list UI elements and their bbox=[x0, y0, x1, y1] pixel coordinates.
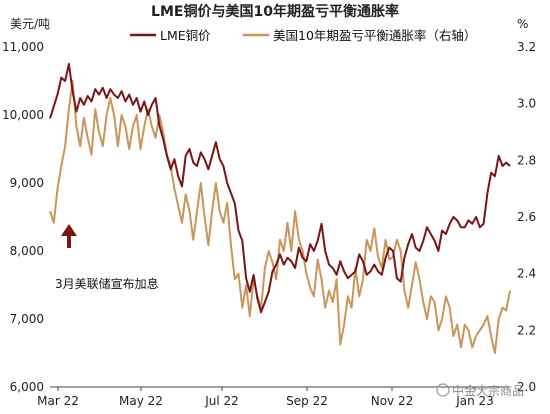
x-tick-label: Jul 22 bbox=[204, 394, 239, 408]
annotation-text: 3月美联储宣布加息 bbox=[55, 276, 159, 291]
wechat-icon bbox=[436, 383, 450, 397]
x-axis-ticks: Mar 22 May 22 Jul 22 Sep 22 Nov 22 Jan 23 bbox=[37, 387, 494, 408]
legend-label-copper: LME铜价 bbox=[160, 28, 211, 43]
left-axis-ticks: 11,000 10,000 9,000 8,000 7,000 6,000 bbox=[2, 40, 44, 394]
right-tick-label: 3.0 bbox=[517, 97, 536, 111]
x-tick-label: Nov 22 bbox=[371, 394, 414, 408]
series-line-breakeven bbox=[49, 80, 511, 354]
left-axis-unit: 美元/吨 bbox=[10, 17, 50, 31]
annotation-arrow-head bbox=[61, 224, 77, 236]
legend: LME铜价 美国10年期盈亏平衡通胀率（右轴） bbox=[130, 28, 476, 43]
left-tick-label: 8,000 bbox=[10, 244, 44, 258]
x-tick-label: Mar 22 bbox=[37, 394, 79, 408]
x-tick-label: May 22 bbox=[119, 394, 163, 408]
watermark-text: 中金大宗商品 bbox=[452, 383, 524, 398]
rate-hike-annotation: 3月美联储宣布加息 bbox=[55, 224, 159, 291]
x-tick-label: Sep 22 bbox=[286, 394, 328, 408]
left-tick-label: 11,000 bbox=[2, 40, 44, 54]
right-tick-label: 2.2 bbox=[517, 323, 536, 337]
left-tick-label: 10,000 bbox=[2, 108, 44, 122]
right-axis-unit: % bbox=[517, 17, 528, 31]
right-tick-label: 3.2 bbox=[517, 40, 536, 54]
series-line-copper bbox=[49, 63, 511, 314]
right-tick-label: 2.4 bbox=[517, 267, 536, 281]
chart-title: LME铜价与美国10年期盈亏平衡通胀率 bbox=[151, 4, 399, 20]
right-tick-label: 2.6 bbox=[517, 210, 536, 224]
x-tick-label: Jan 23 bbox=[455, 394, 494, 408]
right-tick-label: 2.0 bbox=[517, 380, 536, 394]
legend-label-breakeven: 美国10年期盈亏平衡通胀率（右轴） bbox=[273, 28, 476, 43]
left-tick-label: 7,000 bbox=[10, 312, 44, 326]
watermark: 中金大宗商品 bbox=[436, 383, 524, 398]
right-axis-ticks: 3.2 3.0 2.8 2.6 2.4 2.2 2.0 bbox=[517, 40, 536, 394]
left-tick-label: 6,000 bbox=[10, 380, 44, 394]
left-tick-label: 9,000 bbox=[10, 176, 44, 190]
right-tick-label: 2.8 bbox=[517, 153, 536, 167]
